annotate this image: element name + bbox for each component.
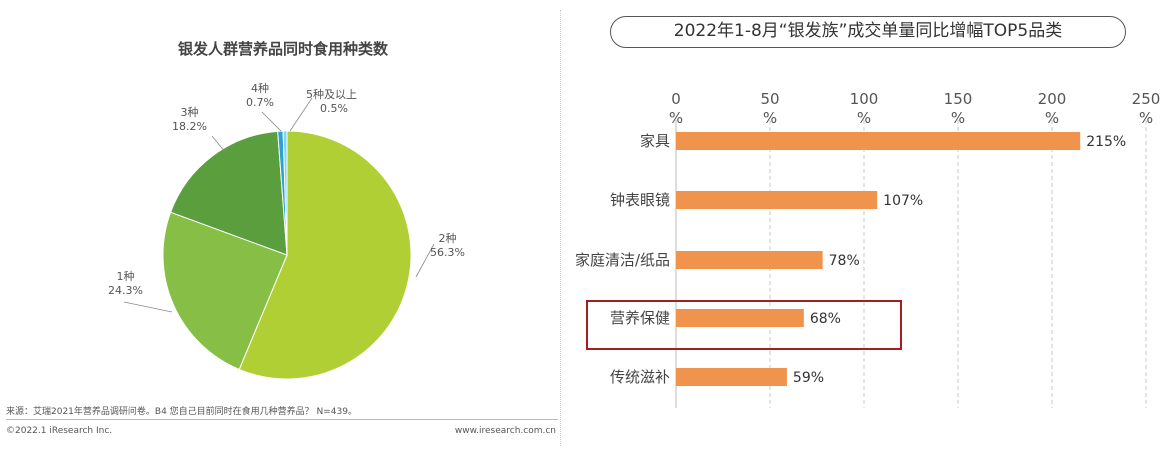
x-tick-label: 0%	[669, 90, 683, 127]
pie-label-3-name: 3种	[180, 106, 199, 119]
pie-label-5plus: 5种及以上 0.5%	[306, 88, 357, 116]
bar	[676, 251, 823, 269]
pie-leader-line	[211, 135, 227, 154]
pie-slice	[282, 130, 288, 256]
bar-value-label: 68%	[810, 311, 841, 327]
pie-slice	[162, 211, 288, 371]
pie-chart-panel: 银发人群营养品同时食用种类数 4种 0.7% 5种及以上 0.5% 3种 18.…	[0, 0, 566, 454]
bar	[676, 132, 1081, 150]
source-note: 来源：艾瑞2021年营养品调研问卷。B4 您自己目前同时在食用几种营养品？ N=…	[6, 407, 357, 417]
bar-chart-title: 2022年1-8月“银发族”成交单量同比增幅TOP5品类	[610, 16, 1126, 48]
x-tick-label: 100%	[850, 90, 879, 127]
pie-label-2-value: 56.3%	[430, 246, 465, 259]
bar-chart: 0 % 50 % 100 % 150 % 200 % 250 % 215% 家具 107% 钟表眼镜 78% 家庭…	[575, 90, 1161, 408]
category-label: 传统滋补	[610, 368, 670, 386]
pie-label-4-value: 0.7%	[246, 96, 274, 109]
pie-slice	[169, 130, 288, 256]
bar	[676, 191, 878, 209]
footer-divider	[6, 419, 558, 420]
pie-chart-title: 银发人群营养品同时食用种类数	[177, 40, 388, 58]
website-link[interactable]: www.iresearch.com.cn	[454, 426, 556, 436]
bar-chart-panel: 2022年1-8月“银发族”成交单量同比增幅TOP5品类 0% 50% 100% 15…	[566, 0, 1162, 454]
pie-label-3-value: 18.2%	[172, 120, 207, 133]
bar-value-label: 215%	[1086, 134, 1126, 150]
highlight-box	[586, 300, 902, 350]
bar	[676, 368, 787, 386]
pie-label-4: 4种 0.7%	[246, 82, 274, 110]
copyright: ©2022.1 iResearch Inc.	[6, 426, 113, 436]
pie-label-5plus-value: 0.5%	[320, 102, 348, 115]
category-label: 营养保健	[610, 309, 670, 327]
pie-label-1: 1种 24.3%	[108, 270, 143, 298]
pie-label-4-name: 4种	[250, 82, 269, 95]
pie-chart	[123, 97, 435, 380]
pie-label-3: 3种 18.2%	[172, 106, 207, 134]
pie-label-2: 2种 56.3%	[430, 232, 465, 260]
pie-label-5plus-name: 5种及以上	[306, 88, 357, 101]
category-label: 家具	[640, 132, 670, 150]
pie-label-1-value: 24.3%	[108, 284, 143, 297]
bar	[676, 309, 804, 327]
x-tick-label: 250%	[1132, 90, 1161, 127]
x-tick-label: 150%	[944, 90, 973, 127]
category-label: 家庭清洁/纸品	[575, 251, 670, 269]
x-tick-label: 200%	[1038, 90, 1067, 127]
pie-leader-line	[261, 111, 282, 132]
bar-value-label: 78%	[829, 253, 860, 269]
pie-label-1-name: 1种	[116, 270, 135, 283]
pie-slice	[238, 130, 412, 380]
category-label: 钟表眼镜	[610, 191, 670, 209]
panel-divider	[560, 10, 561, 446]
pie-label-2-name: 2种	[438, 232, 457, 245]
bar-value-label: 59%	[793, 370, 824, 386]
pie-leader-line	[123, 301, 173, 313]
bar-value-label: 107%	[883, 193, 923, 209]
pie-leader-line	[415, 243, 435, 278]
pie-leader-line	[289, 97, 313, 132]
x-tick-label: 50%	[760, 90, 779, 127]
